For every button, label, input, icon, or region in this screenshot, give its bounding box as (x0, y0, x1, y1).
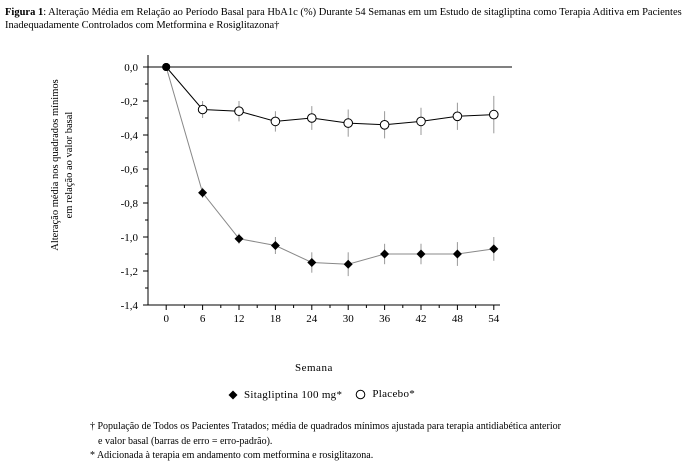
data-point-sitagliptina (416, 249, 426, 259)
data-point-placebo (452, 111, 463, 122)
y-tick-label: -1,2 (121, 266, 138, 278)
footnotes: † População de Todos os Pacientes Tratad… (90, 420, 561, 464)
data-point-placebo (416, 116, 426, 127)
series-line-sitagliptina (165, 66, 494, 265)
y-tick-label: -0,8 (121, 198, 139, 210)
x-tick-label: 12 (234, 313, 245, 325)
legend-label-placebo: Placebo* (372, 388, 416, 400)
y-axis-label-line1: Alteração média nos quadrados mínimos (50, 79, 61, 251)
x-tick-label: 0 (163, 313, 169, 325)
data-point-sitagliptina (198, 188, 208, 198)
data-point-sitagliptina (380, 249, 390, 259)
x-tick-label: 48 (452, 313, 464, 325)
data-point-placebo (197, 104, 208, 115)
x-tick-label: 24 (306, 313, 318, 325)
legend-label-sitagliptina: Sitagliptina 100 mg* (244, 388, 343, 401)
footnote-1: † População de Todos os Pacientes Tratad… (90, 421, 561, 432)
x-tick-label: 18 (270, 313, 282, 325)
y-tick-label: -1,4 (121, 300, 139, 312)
footnote-1-cont: e valor basal (barras de erro = erro-pad… (98, 435, 273, 447)
caption-label: Figura 1 (5, 7, 44, 18)
y-tick-label: -0,6 (121, 164, 139, 176)
data-point-placebo (307, 113, 317, 123)
caption-text: : Alteração Média em Relação ao Período … (5, 7, 682, 31)
data-point-placebo (234, 106, 244, 116)
diamond-marker-icon (228, 390, 238, 399)
data-point-placebo (270, 116, 281, 127)
data-point-placebo (489, 109, 499, 120)
y-axis-label: Alteração média nos quadrados mínimos em… (49, 70, 77, 260)
x-tick-label: 36 (379, 313, 391, 325)
figure-caption: Figura 1: Alteração Média em Relação ao … (5, 6, 685, 32)
x-tick-label: 6 (200, 313, 206, 325)
y-tick-label: -0,4 (121, 130, 139, 142)
series-line-placebo (165, 66, 494, 126)
legend: Sitagliptina 100 mg* Placebo* (228, 388, 425, 403)
y-tick-label: 0,0 (124, 62, 138, 74)
x-tick-label: 42 (416, 313, 427, 325)
y-axis-label-line2: em relação ao valor basal (64, 111, 75, 219)
legend-item-sitagliptina: Sitagliptina 100 mg* (228, 389, 342, 401)
y-tick-label: -0,2 (121, 96, 138, 108)
x-tick-label: 30 (343, 313, 355, 325)
data-point-sitagliptina (489, 244, 499, 254)
legend-item-placebo: Placebo* (355, 388, 415, 400)
data-point-sitagliptina (452, 249, 462, 259)
data-point-sitagliptina (234, 234, 244, 244)
data-point-sitagliptina (307, 258, 317, 267)
circle-marker-icon (356, 389, 366, 399)
x-tick-label: 54 (488, 313, 500, 325)
data-point-baseline (162, 63, 171, 71)
y-tick-label: -1,0 (121, 232, 139, 244)
footnote-2: * Adicionada à terapia em andamento com … (90, 450, 374, 461)
x-axis-label: Semana (295, 362, 333, 374)
data-point-placebo (379, 120, 390, 130)
data-point-sitagliptina (343, 259, 353, 269)
data-point-placebo (343, 118, 354, 128)
data-point-sitagliptina (270, 241, 280, 250)
